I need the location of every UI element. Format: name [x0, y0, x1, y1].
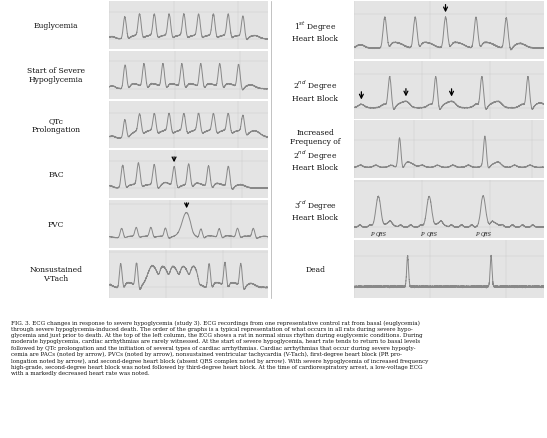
Text: PVC: PVC — [48, 220, 64, 228]
Text: Nonsustained
V-Tach: Nonsustained V-Tach — [30, 265, 83, 283]
Text: QRS: QRS — [427, 231, 438, 236]
Text: PAC: PAC — [48, 171, 64, 179]
Text: P: P — [370, 231, 373, 236]
Text: 1$^{st}$ Degree
Heart Block: 1$^{st}$ Degree Heart Block — [293, 19, 338, 43]
Text: QRS: QRS — [481, 231, 492, 236]
Text: QRS: QRS — [376, 231, 387, 236]
Text: QTc
Prolongation: QTc Prolongation — [32, 117, 80, 134]
Text: 3$^{rd}$ Degree
Heart Block: 3$^{rd}$ Degree Heart Block — [293, 198, 338, 221]
Text: P: P — [475, 231, 478, 236]
Text: FIG. 3. ECG changes in response to severe hypoglycemia (study 3). ECG recordings: FIG. 3. ECG changes in response to sever… — [11, 320, 428, 375]
Text: P: P — [421, 231, 424, 236]
Text: Dead: Dead — [305, 265, 325, 273]
Text: Start of Severe
Hypoglycemia: Start of Severe Hypoglycemia — [27, 67, 85, 84]
Text: Increased
Frequency of
2$^{nd}$ Degree
Heart Block: Increased Frequency of 2$^{nd}$ Degree H… — [290, 129, 341, 171]
Text: Euglycemia: Euglycemia — [34, 22, 78, 30]
Text: 2$^{nd}$ Degree
Heart Block: 2$^{nd}$ Degree Heart Block — [293, 79, 338, 102]
